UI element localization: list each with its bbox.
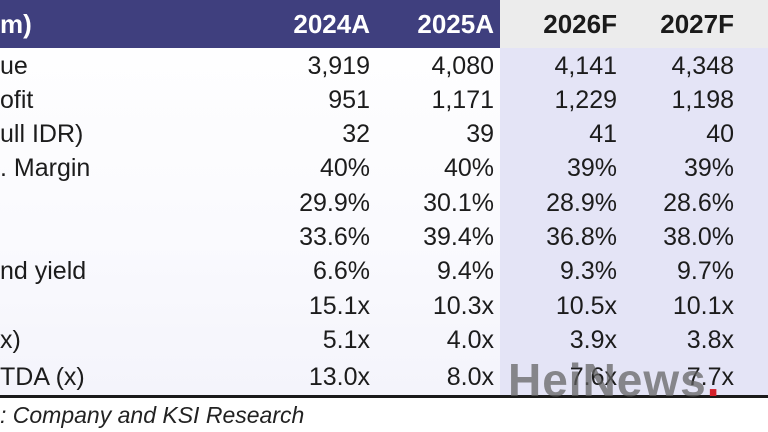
table-row: 33.6% 39.4% 36.8% 38.0%	[0, 220, 768, 254]
cell-2027f: 39%	[683, 154, 734, 182]
row-label: nd yield	[0, 257, 87, 285]
row-label: TDA (x)	[0, 363, 85, 391]
cell-2027f: 28.6%	[663, 189, 734, 217]
table-row: ull IDR) 32 39 41 40	[0, 117, 768, 151]
header-col-2024a: 2024A	[293, 9, 370, 39]
cell-2027f: 7.7x	[686, 363, 734, 391]
header-col-2025a: 2025A	[417, 9, 494, 39]
cell-2027f: 4,348	[671, 52, 734, 80]
table-row: 15.1x 10.3x 10.5x 10.1x	[0, 289, 768, 323]
cell-2025a: 1,171	[431, 86, 494, 114]
table-row: 29.9% 30.1% 28.9% 28.6%	[0, 186, 768, 220]
table-bottom-divider	[0, 395, 768, 398]
actual-columns-background	[0, 0, 500, 395]
source-note: : Company and KSI Research	[0, 402, 305, 428]
cell-2026f: 41	[589, 120, 617, 148]
row-label: ofit	[0, 86, 34, 114]
row-label: ue	[0, 52, 28, 80]
table-row: . Margin 40% 40% 39% 39%	[0, 151, 768, 185]
cell-2024a: 15.1x	[308, 292, 370, 320]
cell-2025a: 39.4%	[423, 223, 494, 251]
header-forecast-band	[500, 0, 768, 48]
cell-2026f: 4,141	[554, 52, 617, 80]
table-row: x) 5.1x 4.0x 3.9x 3.8x	[0, 323, 768, 357]
cell-2027f: 1,198	[671, 86, 734, 114]
cell-2026f: 3.9x	[569, 326, 617, 354]
table-row: nd yield 6.6% 9.4% 9.3% 9.7%	[0, 254, 768, 288]
watermark-text: HeiNews	[508, 354, 707, 406]
cell-2027f: 38.0%	[663, 223, 734, 251]
cell-2026f: 39%	[566, 154, 617, 182]
cell-2026f: 1,229	[554, 86, 617, 114]
cell-2025a: 10.3x	[432, 292, 494, 320]
header-label: m)	[0, 9, 32, 39]
cell-2024a: 32	[342, 120, 370, 148]
header-actual-band	[0, 0, 500, 48]
cell-2025a: 9.4%	[437, 257, 494, 285]
cell-2025a: 8.0x	[446, 363, 494, 391]
cell-2027f: 9.7%	[677, 257, 734, 285]
watermark-dot: .	[706, 354, 721, 406]
cell-2024a: 5.1x	[322, 326, 370, 354]
cell-2024a: 951	[328, 86, 370, 114]
cell-2025a: 39	[466, 120, 494, 148]
cell-2024a: 33.6%	[299, 223, 370, 251]
table-row: TDA (x) 13.0x 8.0x 7.6x 7.7x	[0, 360, 768, 394]
cell-2026f: 9.3%	[560, 257, 617, 285]
cell-2027f: 40	[706, 120, 734, 148]
cell-2025a: 30.1%	[423, 189, 494, 217]
watermark-logo: HeiNews.	[508, 352, 721, 408]
row-label: . Margin	[0, 154, 91, 182]
cell-2025a: 40%	[443, 154, 494, 182]
cell-2026f: 7.6x	[569, 363, 617, 391]
cell-2027f: 10.1x	[672, 292, 734, 320]
cell-2026f: 28.9%	[546, 189, 617, 217]
header-col-2026f: 2026F	[543, 9, 617, 39]
table-header: m) 2024A 2025A 2026F 2027F	[0, 0, 768, 48]
table-row: ofit 951 1,171 1,229 1,198	[0, 83, 768, 117]
cell-2024a: 6.6%	[313, 257, 370, 285]
forecast-columns-background	[500, 0, 768, 395]
cell-2025a: 4,080	[431, 52, 494, 80]
row-label: x)	[0, 326, 21, 354]
cell-2026f: 36.8%	[546, 223, 617, 251]
cell-2027f: 3.8x	[686, 326, 734, 354]
table-row: ue 3,919 4,080 4,141 4,348	[0, 49, 768, 83]
cell-2026f: 10.5x	[555, 292, 617, 320]
row-label: ull IDR)	[0, 120, 84, 148]
cell-2025a: 4.0x	[446, 326, 494, 354]
cell-2024a: 3,919	[307, 52, 370, 80]
cell-2024a: 40%	[319, 154, 370, 182]
cell-2024a: 29.9%	[299, 189, 370, 217]
cell-2024a: 13.0x	[308, 363, 370, 391]
header-col-2027f: 2027F	[660, 9, 734, 39]
